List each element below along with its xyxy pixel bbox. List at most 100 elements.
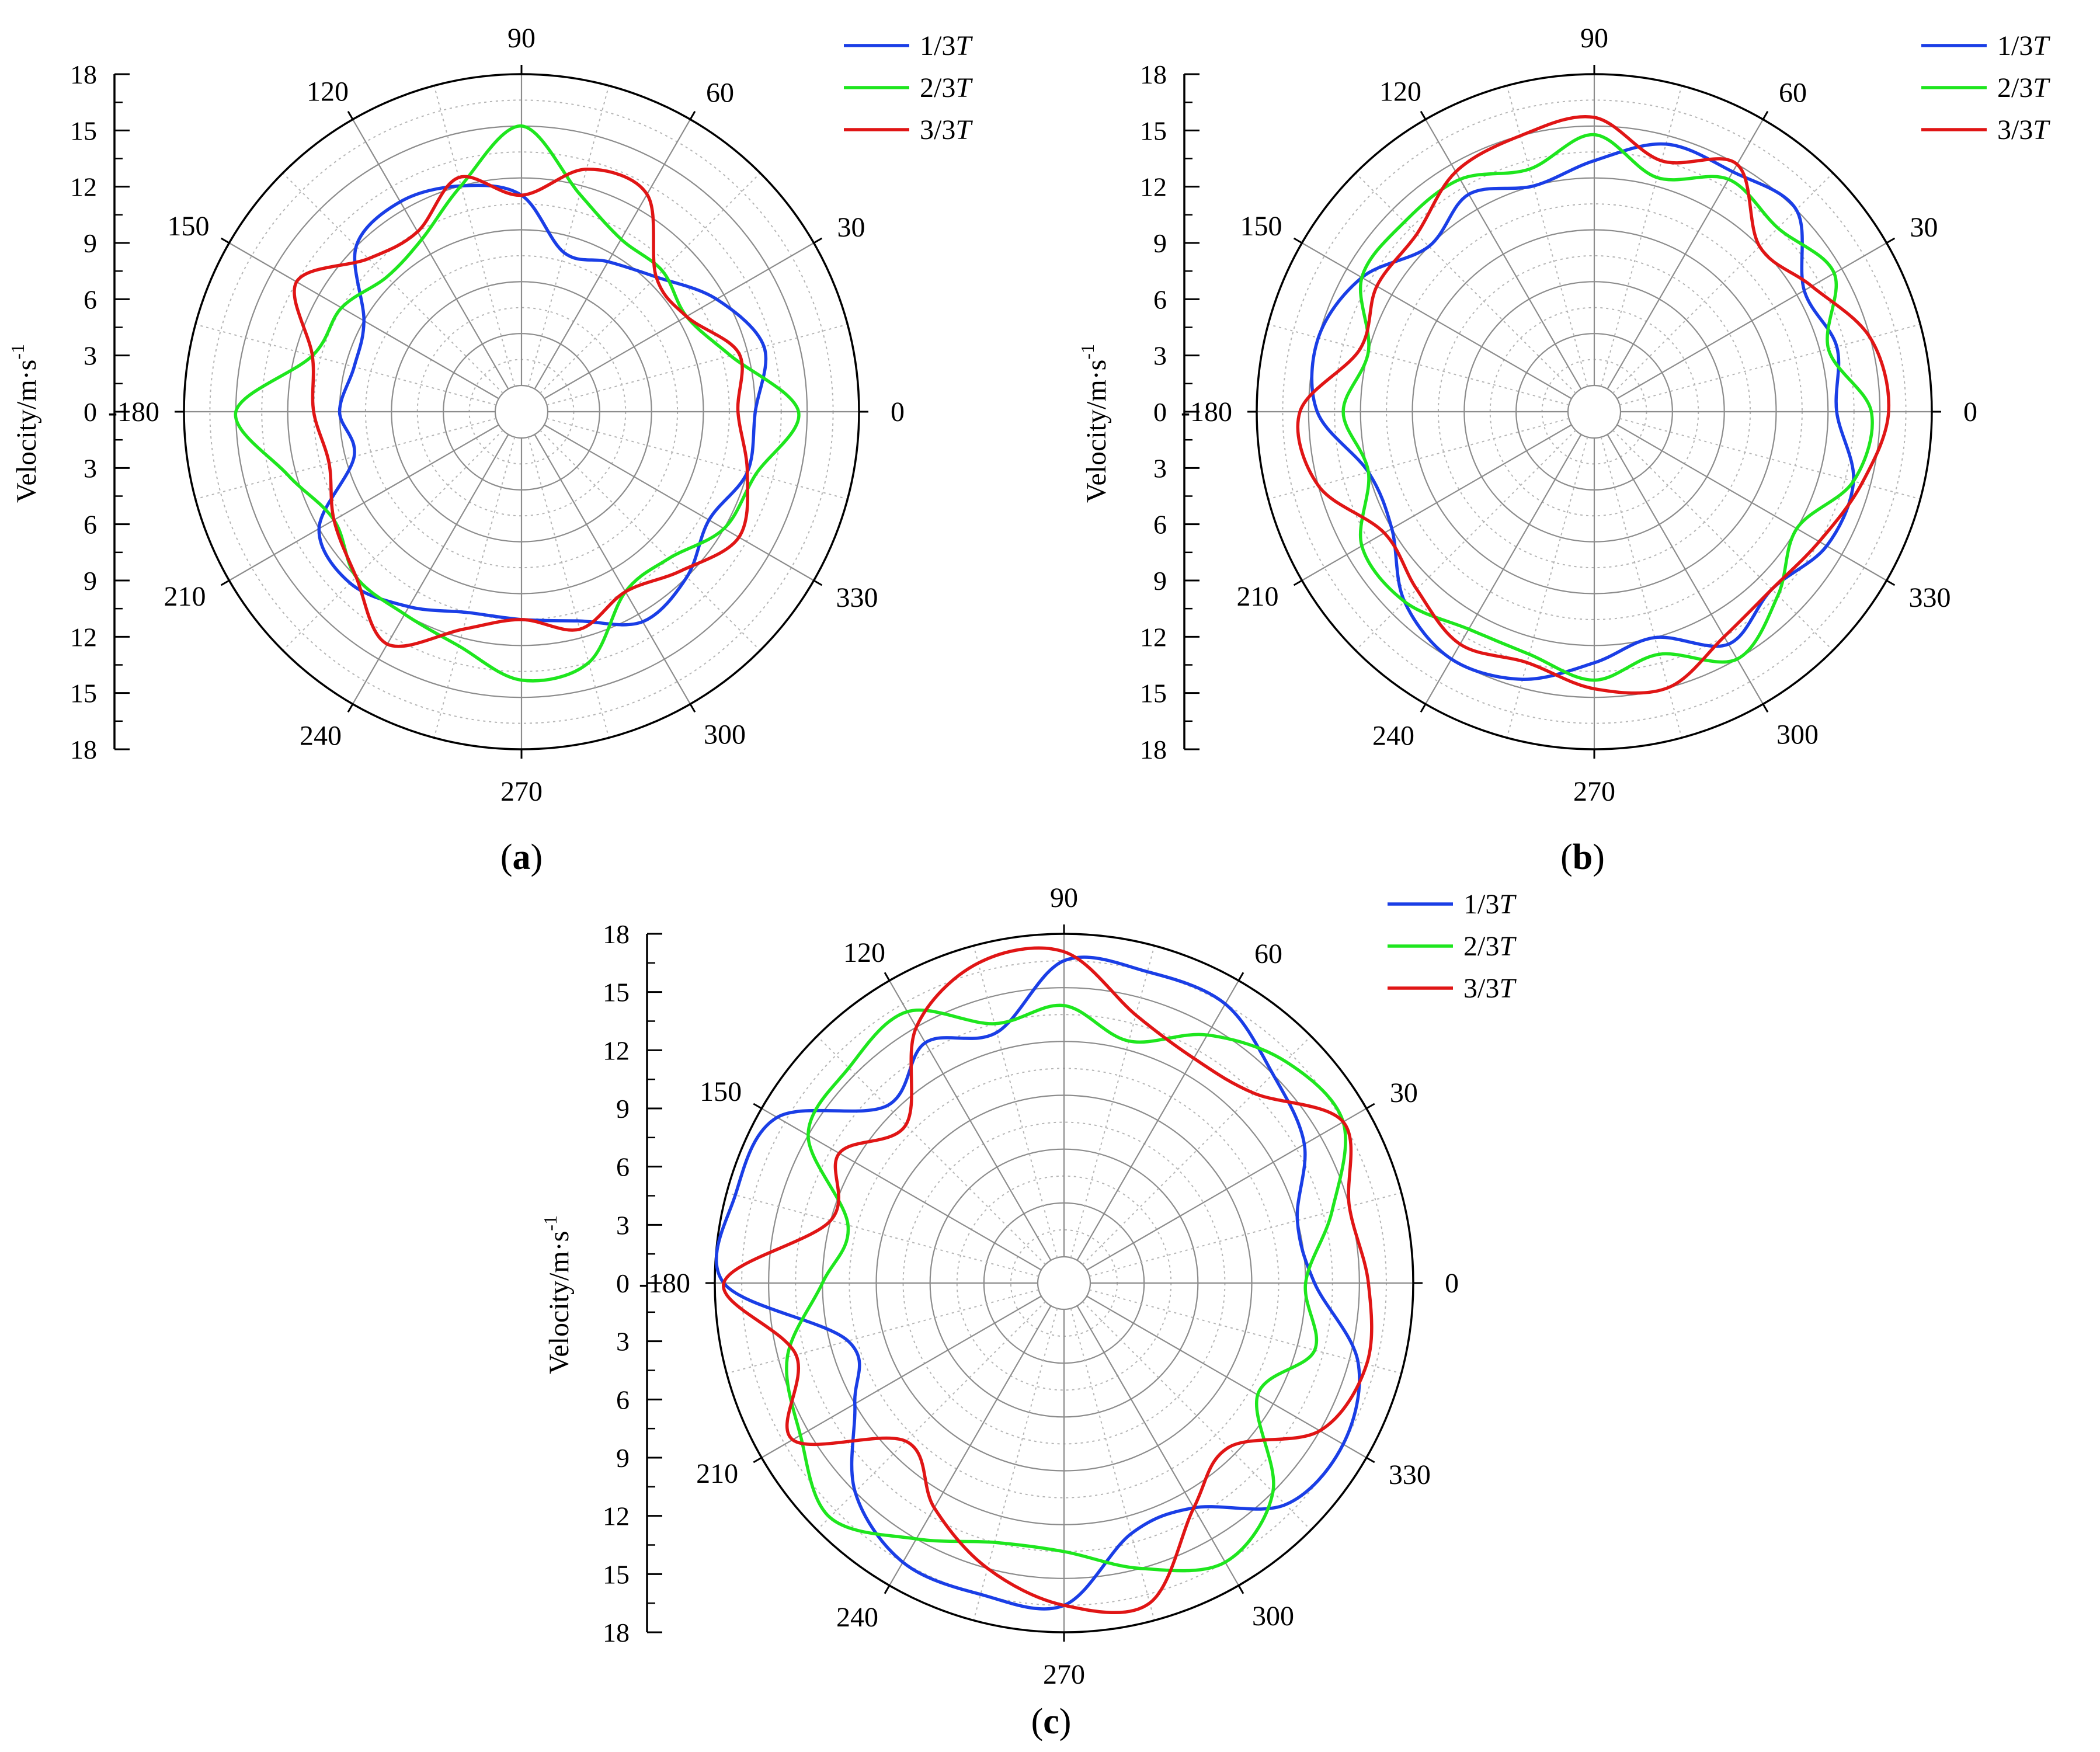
- y-axis-label-superscript: -1: [7, 344, 28, 360]
- major-spoke: [228, 424, 499, 581]
- radial-tick-label: 0: [84, 397, 97, 427]
- radial-tick-label: 0: [616, 1268, 630, 1298]
- major-spoke: [1086, 1108, 1367, 1271]
- angular-tick: [220, 579, 230, 586]
- angular-tick-label: 30: [1910, 212, 1938, 243]
- legend-label: 3/3T: [920, 114, 973, 145]
- angular-tick: [813, 579, 823, 586]
- angular-tick-label: 0: [1445, 1268, 1459, 1299]
- legend-label-text: 1/3: [1997, 30, 2033, 61]
- y-axis-label: Velocity/m·s-1: [7, 344, 42, 503]
- angular-tick-label: 210: [164, 581, 206, 612]
- major-spoke: [1616, 424, 1887, 581]
- radial-tick-label: 15: [70, 679, 97, 708]
- radial-tick-label: 15: [1140, 116, 1167, 145]
- angular-tick-label: 300: [704, 719, 746, 750]
- radial-tick-label: 0: [1153, 397, 1167, 427]
- angular-tick: [689, 703, 696, 713]
- legend-label-italic: T: [1499, 889, 1517, 920]
- minor-spoke: [973, 945, 1058, 1258]
- series-line-3-3T: [722, 946, 1374, 1615]
- angular-tick: [753, 1456, 762, 1464]
- minor-spoke: [282, 430, 503, 651]
- outer-ring: [714, 933, 1414, 1633]
- panel-caption: (c): [1031, 1702, 1072, 1741]
- radial-tick-label: 15: [603, 978, 630, 1007]
- legend-label-text: 3/3: [1463, 973, 1499, 1004]
- legend-label-text: 1/3: [1463, 889, 1499, 920]
- series-line-3-3T: [293, 167, 750, 648]
- angular-tick: [1237, 972, 1244, 981]
- caption-letter: a: [513, 837, 531, 877]
- angular-tick-label: 90: [1580, 23, 1608, 54]
- angular-tick: [813, 237, 823, 244]
- angular-tick-label: 210: [696, 1458, 738, 1489]
- radial-tick-label: 9: [616, 1443, 630, 1473]
- series-line-3-3T: [1296, 115, 1891, 695]
- angular-tick: [884, 972, 891, 981]
- outer-ring: [1256, 73, 1933, 750]
- panel-c: 0306090120150-18021024027030033018151296…: [540, 882, 1517, 1741]
- angular-tick: [689, 110, 696, 120]
- minor-spoke: [1070, 945, 1155, 1258]
- angular-tick-label: 270: [500, 776, 543, 807]
- series-line-1-3T: [1310, 142, 1855, 681]
- y-axis-label-superscript: -1: [540, 1215, 561, 1231]
- major-spoke: [544, 424, 815, 581]
- radial-tick-label: 9: [84, 228, 97, 258]
- angular-tick-label: 0: [1963, 397, 1977, 427]
- legend-label-italic: T: [2033, 72, 2050, 103]
- hub-ring: [1567, 384, 1622, 439]
- legend-label-text: 2/3: [920, 72, 955, 103]
- panel-b: 0306090120150-18021024027030033018151296…: [1077, 23, 2050, 877]
- angular-tick: [1366, 1103, 1375, 1110]
- angular-tick: [884, 1585, 891, 1594]
- minor-spoke: [1089, 1289, 1402, 1374]
- radial-tick-label: 6: [84, 284, 97, 314]
- angular-tick: [1293, 579, 1303, 586]
- minor-spoke: [726, 1192, 1039, 1277]
- radial-tick-label: 6: [616, 1385, 630, 1414]
- radial-tick-label: 3: [84, 341, 97, 371]
- major-spoke: [761, 1295, 1042, 1458]
- major-spoke: [1607, 434, 1764, 705]
- caption-letter: b: [1573, 837, 1593, 877]
- radial-tick-label: 12: [1140, 622, 1167, 652]
- radial-tick-label: 3: [616, 1327, 630, 1357]
- radial-tick-label: 12: [603, 1501, 630, 1531]
- minor-spoke: [726, 1289, 1039, 1374]
- radial-tick-label: 18: [1140, 735, 1167, 764]
- legend-label: 3/3T: [1463, 973, 1517, 1004]
- legend-label-italic: T: [955, 72, 973, 103]
- angular-tick-label: 120: [307, 76, 349, 107]
- radial-tick-label: 18: [603, 919, 630, 949]
- legend-label-italic: T: [2033, 30, 2050, 61]
- legend-label: 1/3T: [920, 30, 973, 61]
- minor-spoke: [816, 1035, 1046, 1265]
- angular-tick-label: 90: [1050, 882, 1078, 913]
- legend-label: 1/3T: [1463, 889, 1517, 920]
- angular-tick: [1420, 703, 1427, 713]
- major-spoke: [889, 980, 1052, 1261]
- major-spoke: [352, 119, 509, 390]
- angular-tick-label: 90: [507, 23, 536, 54]
- radial-tick-label: 18: [70, 735, 97, 764]
- radial-tick-label: 15: [603, 1559, 630, 1589]
- angular-tick-label: 120: [843, 937, 885, 968]
- angular-tick-label: 120: [1379, 76, 1421, 107]
- y-axis-label-text: Velocity/m·s: [544, 1231, 575, 1374]
- major-spoke: [1301, 242, 1572, 399]
- legend-label-text: 3/3: [1997, 114, 2033, 145]
- major-spoke: [352, 434, 509, 705]
- angular-tick: [1886, 237, 1896, 244]
- radial-tick-label: 12: [603, 1035, 630, 1065]
- outer-ring: [183, 73, 860, 750]
- legend-label-italic: T: [1499, 931, 1517, 962]
- radial-tick-label: 18: [70, 60, 97, 89]
- y-axis-label: Velocity/m·s-1: [540, 1215, 575, 1374]
- legend-label-italic: T: [955, 30, 973, 61]
- legend-label-text: 2/3: [1463, 931, 1499, 962]
- y-axis-label-text: Velocity/m·s: [11, 360, 42, 503]
- caption-paren: (: [1560, 837, 1573, 877]
- caption-paren: ): [1059, 1702, 1072, 1741]
